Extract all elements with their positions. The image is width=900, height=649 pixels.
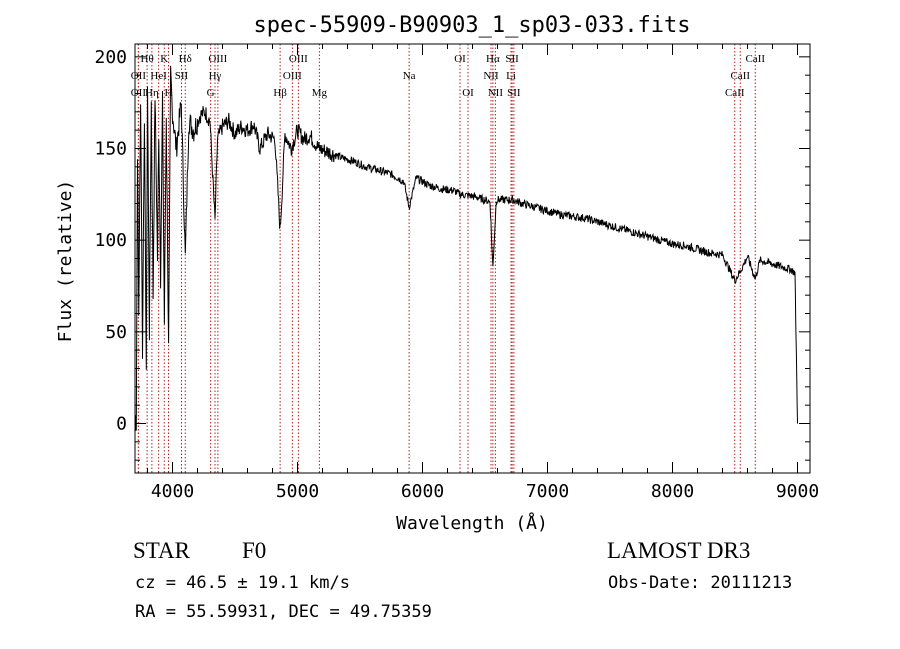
- marker-label-26: SII: [507, 87, 521, 99]
- marker-label-17: CaII: [730, 70, 750, 82]
- x-axis: 4000 5000 6000 7000 8000 9000: [147, 44, 819, 502]
- redshift-value: cz = 46.5 ± 19.1 km/s: [135, 573, 350, 593]
- marker-label-13: OIII: [283, 70, 302, 82]
- marker-label-6: Hα: [486, 53, 500, 65]
- x-axis-label: Wavelength (Å): [396, 512, 548, 534]
- marker-label-7: SII: [505, 53, 519, 65]
- marker-label-20: H: [165, 87, 173, 99]
- survey-name: LAMOST DR3: [607, 538, 751, 563]
- marker-label-9: OII: [131, 70, 147, 82]
- y-tick-label-3: 150: [94, 139, 127, 160]
- marker-label-0: Hθ: [141, 53, 154, 65]
- marker-label-24: OI: [462, 87, 474, 99]
- object-subclass: F0: [242, 538, 267, 563]
- line-markers: [137, 44, 756, 473]
- marker-label-10: HeI: [150, 70, 167, 82]
- marker-label-23: Mg: [312, 87, 328, 99]
- marker-label-19: Hη: [145, 87, 159, 99]
- plot-frame: [134, 43, 811, 474]
- marker-label-8: CaII: [745, 53, 765, 65]
- marker-label-21: G: [207, 87, 215, 99]
- marker-label-3: OIII: [208, 53, 227, 65]
- marker-label-14: Na: [403, 70, 416, 82]
- marker-label-1: K: [160, 53, 168, 65]
- object-class: STAR: [133, 538, 190, 563]
- line-marker-labels: Hθ K Hδ OIII OIII OI Hα SII CaII OII HeI SII Hγ OIII N…: [131, 53, 766, 99]
- spectrum-line: [134, 65, 798, 432]
- y-axis-label: Flux (relative): [55, 180, 76, 343]
- x-tick-label-5: 9000: [776, 481, 819, 502]
- marker-label-11: SII: [175, 70, 189, 82]
- marker-label-2: Hδ: [179, 53, 192, 65]
- marker-label-25: NII: [488, 87, 504, 99]
- spectrum-series: [134, 65, 798, 432]
- observation-date: Obs-Date: 20111213: [608, 573, 793, 593]
- marker-label-12: Hγ: [209, 70, 222, 82]
- x-tick-label-0: 4000: [151, 481, 194, 502]
- chart-title: spec-55909-B90903_1_sp03-033.fits: [253, 13, 690, 38]
- y-tick-label-0: 0: [116, 414, 127, 435]
- x-tick-label-4: 8000: [651, 481, 694, 502]
- y-tick-label-2: 100: [94, 230, 127, 251]
- x-tick-label-3: 7000: [526, 481, 569, 502]
- marker-label-27: CaII: [725, 87, 745, 99]
- y-axis: 0 50 100 150 200: [94, 47, 810, 461]
- marker-label-22: Hβ: [273, 87, 287, 99]
- spectrum-chart: spec-55909-B90903_1_sp03-033.fits Hθ K Hδ O…: [55, 13, 819, 534]
- x-tick-label-2: 6000: [401, 481, 444, 502]
- y-tick-label-4: 200: [94, 47, 127, 68]
- coordinates: RA = 55.59931, DEC = 49.75359: [135, 602, 432, 622]
- y-tick-label-1: 50: [105, 322, 127, 343]
- marker-label-15: NII: [483, 70, 499, 82]
- marker-label-5: OI: [454, 53, 466, 65]
- marker-label-4: OIII: [289, 53, 308, 65]
- x-tick-label-1: 5000: [276, 481, 319, 502]
- marker-label-16: Li: [506, 70, 516, 82]
